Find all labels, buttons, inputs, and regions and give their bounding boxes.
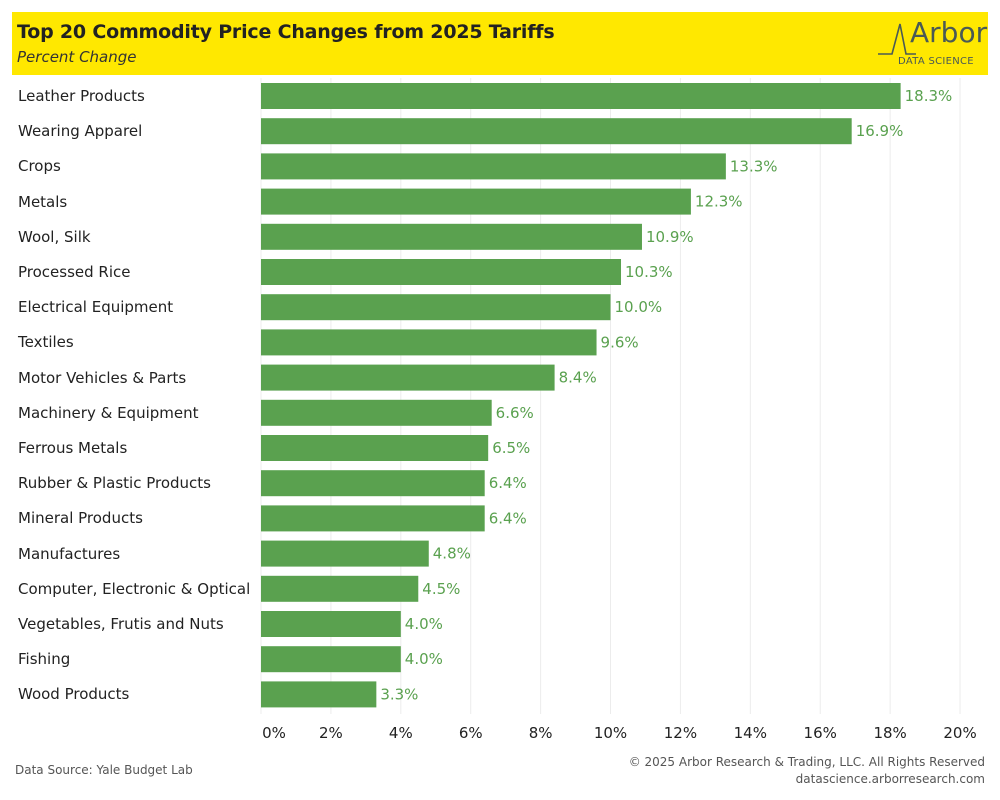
- category-label-17: Wood Products: [18, 685, 130, 704]
- bar-15: [261, 611, 401, 637]
- x-tick-label-4: 4%: [389, 724, 413, 742]
- data-label-0: 18.3%: [905, 87, 953, 105]
- data-label-17: 3.3%: [380, 685, 418, 703]
- category-label-15: Vegetables, Frutis and Nuts: [18, 615, 224, 633]
- x-tick-label-14: 14%: [734, 724, 767, 742]
- bar-8: [261, 364, 555, 391]
- bar-16: [261, 646, 401, 673]
- data-label-9: 6.6%: [496, 404, 534, 422]
- category-label-5: Processed Rice: [18, 263, 131, 281]
- chart-header: Top 20 Commodity Price Changes from 2025…: [12, 12, 988, 75]
- bar-6: [261, 294, 611, 321]
- arbor-logo: Arbor DATA SCIENCE: [876, 14, 988, 72]
- bar-1: [261, 118, 852, 145]
- category-label-0: Leather Products: [18, 87, 145, 105]
- data-source: Data Source: Yale Budget Lab: [15, 763, 193, 777]
- footer-credits: © 2025 Arbor Research & Trading, LLC. Al…: [629, 754, 985, 788]
- data-label-4: 10.9%: [646, 228, 694, 246]
- data-label-12: 6.4%: [489, 509, 527, 527]
- category-label-14: Computer, Electronic & Optical: [18, 579, 251, 598]
- x-tick-label-10: 10%: [594, 724, 627, 742]
- bar-4: [261, 223, 642, 250]
- category-label-8: Motor Vehicles & Parts: [18, 368, 187, 387]
- bar-3: [261, 188, 691, 215]
- category-label-10: Ferrous Metals: [18, 439, 128, 457]
- category-label-3: Metals: [18, 192, 68, 211]
- bar-11: [261, 470, 485, 497]
- category-label-12: Mineral Products: [18, 509, 143, 528]
- chart-title: Top 20 Commodity Price Changes from 2025…: [17, 21, 555, 43]
- category-label-7: Textiles: [18, 333, 74, 352]
- bar-12: [261, 505, 485, 532]
- bar-9: [261, 399, 492, 426]
- data-label-11: 6.4%: [489, 474, 527, 492]
- data-label-2: 13.3%: [730, 157, 778, 175]
- x-tick-label-0: 0%: [262, 724, 286, 742]
- category-label-9: Machinery & Equipment: [18, 403, 199, 422]
- bar-10: [261, 435, 489, 461]
- x-tick-label-2: 2%: [319, 724, 343, 742]
- data-label-10: 6.5%: [492, 439, 530, 457]
- category-label-6: Electrical Equipment: [18, 298, 174, 317]
- category-label-11: Rubber & Plastic Products: [18, 474, 211, 493]
- data-label-5: 10.3%: [625, 263, 673, 281]
- x-tick-label-20: 20%: [943, 724, 976, 742]
- logo-peak-icon: [878, 23, 916, 55]
- copyright-text: © 2025 Arbor Research & Trading, LLC. Al…: [628, 755, 985, 769]
- x-tick-label-18: 18%: [873, 724, 906, 742]
- website-text: datascience.arborresearch.com: [795, 772, 985, 786]
- data-label-7: 9.6%: [601, 333, 639, 351]
- data-label-6: 10.0%: [615, 298, 663, 316]
- bar-14: [261, 575, 419, 602]
- chart-subtitle: Percent Change: [17, 48, 137, 66]
- bar-0: [261, 83, 901, 109]
- data-label-15: 4.0%: [405, 615, 443, 633]
- data-label-3: 12.3%: [695, 193, 743, 211]
- bar-17: [261, 681, 377, 708]
- logo-word: Arbor: [910, 16, 988, 49]
- bar-7: [261, 329, 597, 356]
- category-label-16: Fishing: [18, 650, 71, 669]
- category-label-1: Wearing Apparel: [18, 122, 143, 141]
- logo-subtitle: DATA SCIENCE: [898, 56, 974, 67]
- data-label-14: 4.5%: [422, 580, 460, 598]
- bar-5: [261, 259, 622, 285]
- bar-13: [261, 540, 429, 567]
- category-label-2: Crops: [18, 157, 61, 176]
- category-label-4: Wool, Silk: [18, 227, 91, 246]
- data-label-16: 4.0%: [405, 650, 443, 668]
- x-tick-label-16: 16%: [804, 724, 837, 742]
- x-tick-label-6: 6%: [459, 724, 483, 742]
- bar-2: [261, 153, 726, 180]
- category-label-13: Manufactures: [18, 544, 121, 563]
- data-label-13: 4.8%: [433, 545, 471, 563]
- data-label-1: 16.9%: [856, 122, 904, 140]
- data-label-8: 8.4%: [559, 369, 597, 387]
- x-tick-label-12: 12%: [664, 724, 697, 742]
- x-tick-label-8: 8%: [529, 724, 553, 742]
